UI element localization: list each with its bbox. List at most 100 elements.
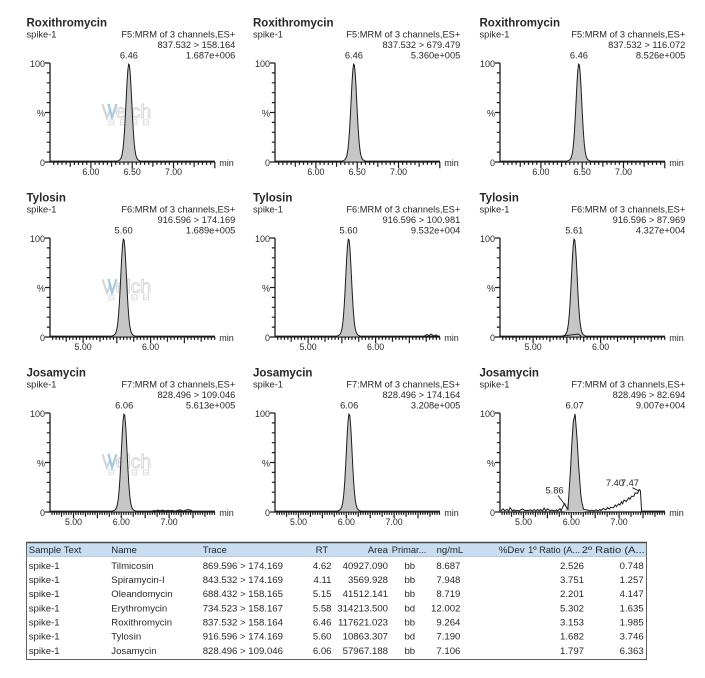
svg-text:F7:MRM of 3 channels,ES+: F7:MRM of 3 channels,ES+ (121, 379, 235, 389)
svg-text:Tylosin: Tylosin (27, 193, 66, 205)
svg-text:6.06: 6.06 (115, 401, 133, 411)
svg-text:734.523 > 158.167: 734.523 > 158.167 (203, 603, 283, 614)
svg-text:100: 100 (480, 234, 495, 244)
svg-text:1.985: 1.985 (620, 618, 644, 629)
svg-text:100: 100 (30, 59, 45, 69)
svg-text:%: % (37, 284, 45, 294)
svg-text:828.496 > 174.164: 828.496 > 174.164 (382, 390, 460, 400)
svg-text:6.06: 6.06 (340, 401, 358, 411)
svg-text:spike-1: spike-1 (29, 589, 60, 600)
svg-text:7.47: 7.47 (621, 478, 639, 488)
svg-text:5.86: 5.86 (545, 486, 563, 496)
svg-text:1.687e+006: 1.687e+006 (186, 51, 235, 61)
svg-text:5.60: 5.60 (115, 226, 133, 236)
svg-text:Tylosin: Tylosin (480, 193, 519, 205)
svg-text:6.00: 6.00 (367, 342, 384, 352)
svg-text:Tylosin: Tylosin (111, 632, 141, 643)
svg-text:%: % (487, 284, 495, 294)
svg-text:6.00: 6.00 (142, 342, 159, 352)
svg-text:117621.023: 117621.023 (338, 618, 388, 629)
svg-text:F7:MRM of 3 channels,ES+: F7:MRM of 3 channels,ES+ (571, 379, 685, 389)
svg-text:6.46: 6.46 (570, 51, 588, 61)
svg-text:Sample Text: Sample Text (29, 545, 82, 556)
svg-text:6.50: 6.50 (124, 167, 141, 177)
svg-text:F5:MRM of 3 channels,ES+: F5:MRM of 3 channels,ES+ (571, 29, 685, 39)
svg-text:828.496 > 82.694: 828.496 > 82.694 (613, 390, 686, 400)
svg-text:%: % (37, 459, 45, 469)
svg-text:Spiramycin-I: Spiramycin-I (111, 575, 164, 586)
svg-text:916.596 > 87.969: 916.596 > 87.969 (613, 215, 686, 225)
svg-text:Roxithromycin: Roxithromycin (111, 618, 172, 629)
svg-text:6.00: 6.00 (82, 167, 99, 177)
svg-text:5.302: 5.302 (560, 603, 584, 614)
svg-text:%: % (262, 459, 270, 469)
svg-text:min: min (444, 333, 459, 343)
svg-text:0: 0 (265, 333, 270, 343)
svg-text:828.496 > 109.046: 828.496 > 109.046 (203, 646, 283, 657)
svg-text:Roxithromycin: Roxithromycin (253, 18, 334, 30)
svg-text:3.153: 3.153 (560, 618, 584, 629)
svg-text:6.46: 6.46 (345, 51, 363, 61)
svg-text:elch: elch (116, 101, 152, 123)
svg-text:min: min (219, 333, 234, 343)
svg-text:F6:MRM of 3 channels,ES+: F6:MRM of 3 channels,ES+ (571, 204, 685, 214)
svg-text:837.532 > 158.164: 837.532 > 158.164 (157, 40, 235, 50)
svg-text:843.532 > 174.169: 843.532 > 174.169 (203, 575, 283, 586)
svg-text:837.532 > 679.479: 837.532 > 679.479 (382, 40, 460, 50)
svg-text:spike-1: spike-1 (27, 379, 57, 389)
svg-text:Roxithromycin: Roxithromycin (480, 18, 561, 30)
svg-text:spike-1: spike-1 (29, 603, 60, 614)
svg-text:5.00: 5.00 (525, 342, 542, 352)
svg-text:spike-1: spike-1 (27, 204, 57, 214)
svg-text:Primar...: Primar... (392, 545, 427, 556)
svg-text:6.00: 6.00 (338, 517, 355, 527)
svg-text:100: 100 (480, 409, 495, 419)
svg-text:bd: bd (404, 632, 415, 643)
svg-text:Roxithromycin: Roxithromycin (27, 18, 108, 30)
svg-text:9.532e+004: 9.532e+004 (411, 226, 460, 236)
svg-text:8.687: 8.687 (436, 561, 460, 572)
svg-text:1º Ratio (A...: 1º Ratio (A... (528, 545, 580, 556)
svg-text:916.596 > 174.169: 916.596 > 174.169 (157, 215, 235, 225)
svg-text:Name: Name (111, 545, 137, 556)
svg-text:spike-1: spike-1 (480, 29, 510, 39)
svg-text:6.00: 6.00 (307, 167, 324, 177)
svg-text:Area: Area (368, 545, 389, 556)
svg-text:916.596 > 174.169: 916.596 > 174.169 (203, 632, 283, 643)
svg-text:Josamycin: Josamycin (111, 646, 156, 657)
svg-text:2º Ratio (A...: 2º Ratio (A... (582, 545, 645, 556)
svg-text:F7:MRM of 3 channels,ES+: F7:MRM of 3 channels,ES+ (346, 379, 460, 389)
svg-text:0: 0 (40, 333, 45, 343)
svg-text:min: min (444, 508, 459, 518)
svg-text:41512.141: 41512.141 (343, 589, 388, 600)
svg-text:100: 100 (255, 59, 270, 69)
svg-text:5.60: 5.60 (340, 226, 358, 236)
svg-text:%: % (487, 459, 495, 469)
svg-text:spike-1: spike-1 (29, 646, 60, 657)
svg-text:min: min (669, 508, 684, 518)
svg-text:spike-1: spike-1 (480, 379, 510, 389)
svg-text:9.264: 9.264 (436, 618, 461, 629)
svg-text:%Dev: %Dev (499, 545, 525, 556)
svg-text:spike-1: spike-1 (29, 618, 60, 629)
svg-text:%: % (37, 109, 45, 119)
svg-text:6.46: 6.46 (313, 618, 332, 629)
svg-text:bd: bd (404, 603, 415, 614)
svg-text:Trace: Trace (203, 545, 227, 556)
svg-text:837.532 > 158.164: 837.532 > 158.164 (203, 618, 284, 629)
svg-text:6.363: 6.363 (620, 646, 644, 657)
svg-text:F5:MRM of 3 channels,ES+: F5:MRM of 3 channels,ES+ (346, 29, 460, 39)
svg-text:3.746: 3.746 (620, 632, 644, 643)
svg-text:6.00: 6.00 (592, 342, 609, 352)
svg-text:spike-1: spike-1 (29, 575, 60, 586)
svg-text:Tilmicosin: Tilmicosin (111, 561, 153, 572)
svg-text:828.496 > 109.046: 828.496 > 109.046 (157, 390, 235, 400)
svg-text:spike-1: spike-1 (480, 204, 510, 214)
svg-text:0: 0 (490, 158, 495, 168)
svg-text:5.360e+005: 5.360e+005 (411, 51, 460, 61)
svg-text:7.00: 7.00 (390, 167, 407, 177)
svg-text:Josamycin: Josamycin (480, 368, 539, 380)
svg-text:5.00: 5.00 (290, 517, 307, 527)
svg-text:min: min (669, 158, 684, 168)
svg-text:spike-1: spike-1 (253, 29, 283, 39)
